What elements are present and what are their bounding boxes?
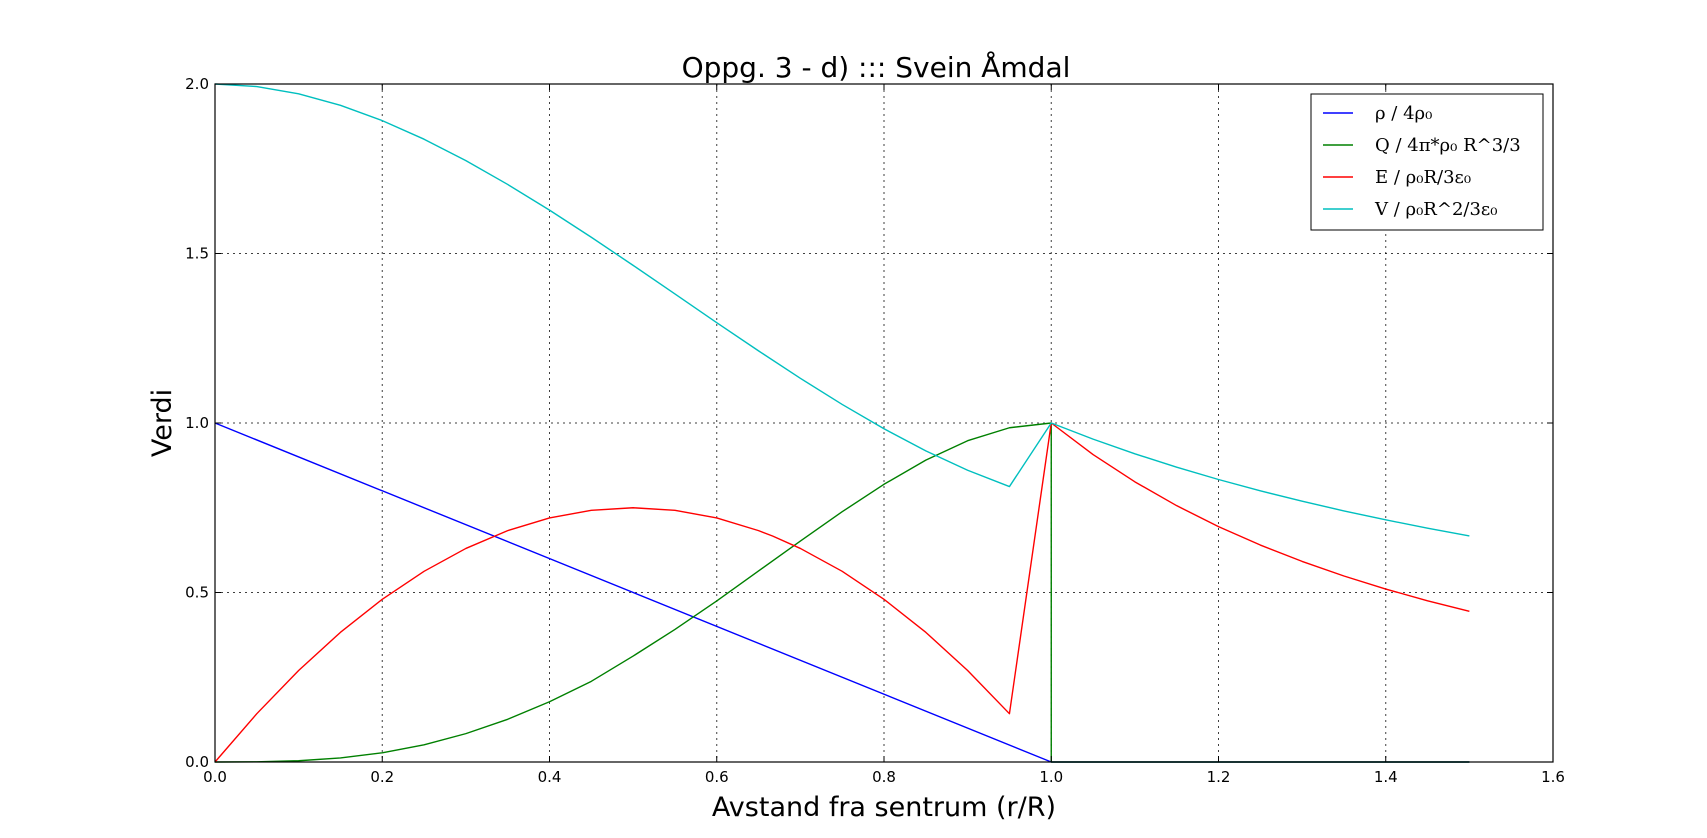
axis-ticks: 0.0 0.2 0.4 0.6 0.8 1.0 1.2 1.4 1.6 0.0 0.5 1.0 1.5 2… xyxy=(185,75,1565,786)
legend-box xyxy=(1310,93,1544,231)
plot-area xyxy=(214,83,1470,763)
y-tick-label: 1.5 xyxy=(185,245,209,263)
x-tick-label: 1.0 xyxy=(1039,768,1063,786)
series-line-1 xyxy=(214,422,1470,763)
x-tick-label: 0.8 xyxy=(872,768,896,786)
x-tick-label: 1.4 xyxy=(1374,768,1398,786)
x-tick-label: 0.0 xyxy=(203,768,227,786)
x-tick-label: 0.6 xyxy=(705,768,729,786)
x-axis-label: Avstand fra sentrum (r/R) xyxy=(712,792,1056,823)
legend-entry-1: ρ / 4ρ₀ xyxy=(1375,103,1432,124)
x-tick-label: 1.6 xyxy=(1541,768,1565,786)
legend-entry-2: Q / 4π*ρ₀ R^3/3 xyxy=(1375,135,1521,156)
x-tick-label: 0.4 xyxy=(538,768,562,786)
legend-entry-4: V / ρ₀R^2/3ε₀ xyxy=(1374,199,1497,220)
legend-entry-3: E / ρ₀R/3ε₀ xyxy=(1375,167,1471,188)
series-line-2 xyxy=(214,422,1470,763)
y-axis-label: Verdi xyxy=(147,389,178,457)
x-tick-label: 0.2 xyxy=(370,768,394,786)
y-tick-label: 0.5 xyxy=(185,584,209,602)
grid xyxy=(215,84,1553,762)
series-line-3 xyxy=(214,422,1470,763)
chart-title: Oppg. 3 - d) ::: Svein Åmdal xyxy=(682,50,1071,84)
y-tick-label: 1.0 xyxy=(185,414,209,432)
y-tick-label: 2.0 xyxy=(185,75,209,93)
x-tick-label: 1.2 xyxy=(1207,768,1231,786)
legend: ρ / 4ρ₀ Q / 4π*ρ₀ R^3/3 E / ρ₀R/3ε₀ V / ρ₀R… xyxy=(1310,93,1544,231)
y-tick-label: 0.0 xyxy=(185,753,209,771)
series-line-4 xyxy=(214,83,1470,537)
